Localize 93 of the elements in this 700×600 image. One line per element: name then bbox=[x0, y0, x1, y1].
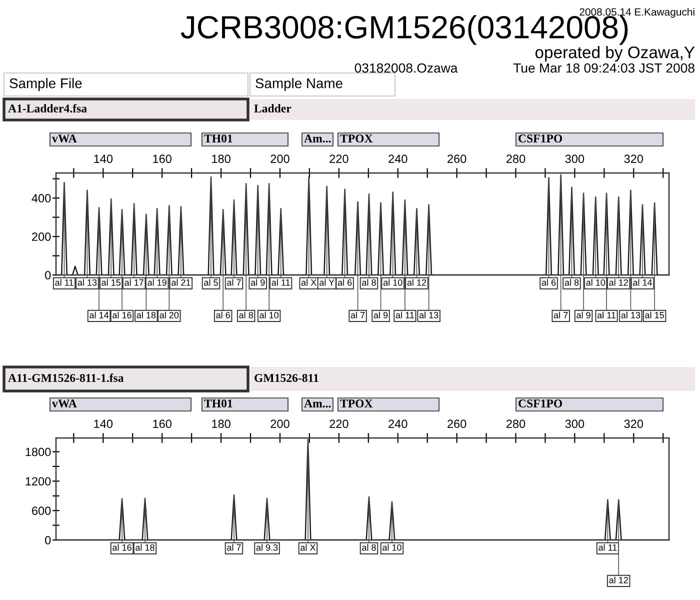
y-tick-label: 1200 bbox=[26, 477, 51, 486]
x-tick-label: 160 bbox=[153, 154, 172, 164]
text: TH01 bbox=[204, 399, 232, 408]
annotation: al 7 bbox=[227, 279, 241, 286]
annotation: al X bbox=[300, 544, 316, 551]
annotation: al 12 bbox=[407, 279, 426, 286]
x-tick-label: 200 bbox=[270, 154, 290, 164]
annotation: al 18 bbox=[136, 312, 156, 318]
annotation: al 11 bbox=[598, 544, 617, 551]
annotation: al 8 bbox=[362, 544, 376, 551]
text: Ladder bbox=[254, 104, 292, 112]
annotation: al 10 bbox=[383, 279, 402, 286]
text: CSF1PO bbox=[518, 134, 562, 142]
chart-title: JCRB3008:GM1526(03142008) bbox=[180, 15, 628, 45]
text: TH01 bbox=[204, 134, 232, 142]
text: vWA bbox=[52, 134, 77, 143]
text: GM1526-811 bbox=[254, 374, 318, 382]
x-tick-label: 180 bbox=[212, 154, 230, 164]
x-tick-label: 280 bbox=[506, 154, 526, 164]
x-tick-label: 260 bbox=[448, 420, 466, 428]
annotation: al 15 bbox=[645, 312, 664, 318]
annotation: al 9 bbox=[374, 312, 388, 318]
annotation: al Y bbox=[320, 279, 334, 286]
text: vWA bbox=[52, 400, 77, 408]
annotation: al 19 bbox=[148, 279, 166, 286]
annotation: al 12 bbox=[609, 576, 628, 584]
annotation: al 5 bbox=[204, 279, 218, 286]
annotation: al 9 bbox=[576, 312, 590, 318]
annotation: al 10 bbox=[382, 544, 402, 551]
annotation: al 14 bbox=[633, 279, 652, 286]
annotation: al 13 bbox=[621, 312, 640, 318]
annotation: al 12 bbox=[609, 279, 628, 286]
text: Sample Name bbox=[256, 78, 342, 91]
annotation: al 14 bbox=[90, 312, 109, 318]
x-tick-label: 300 bbox=[565, 420, 584, 428]
annotation: al 7 bbox=[554, 312, 568, 318]
y-tick-label: 0 bbox=[45, 536, 51, 544]
annotation: al 10 bbox=[260, 312, 279, 318]
annotation: al 7 bbox=[227, 544, 241, 551]
x-tick-label: 320 bbox=[624, 154, 644, 164]
annotation: al 11 bbox=[272, 279, 290, 286]
y-tick-label: 1800 bbox=[26, 448, 51, 456]
y-tick-label: 600 bbox=[32, 506, 51, 515]
x-tick-label: 320 bbox=[624, 420, 644, 428]
text: operated by Ozawa,Y bbox=[535, 46, 695, 62]
text: Sample File bbox=[10, 78, 82, 91]
text: Tue Mar 18 09:24:03 JST 2008 bbox=[513, 63, 694, 73]
annotation: al 11 bbox=[396, 312, 414, 318]
annotation: al 9 bbox=[250, 279, 265, 286]
x-tick-label: 180 bbox=[212, 420, 230, 428]
x-tick-label: 160 bbox=[153, 420, 172, 428]
annotation: al 6 bbox=[542, 279, 556, 286]
annotation: al 9.3 bbox=[256, 544, 278, 551]
x-tick-label: 240 bbox=[388, 420, 408, 428]
x-tick-label: 140 bbox=[94, 420, 113, 428]
text: A11-GM1526-811-1.fsa bbox=[8, 374, 124, 382]
annotation: al 13 bbox=[419, 312, 438, 318]
annotation: al 15 bbox=[102, 279, 121, 286]
x-tick-label: 140 bbox=[94, 154, 113, 164]
annotation: al 7 bbox=[350, 312, 365, 318]
annotation: al X bbox=[301, 279, 316, 286]
text: Am... bbox=[304, 400, 331, 408]
annotation: al 18 bbox=[136, 544, 154, 551]
annotation: al 6 bbox=[338, 279, 352, 286]
annotation: al 13 bbox=[78, 279, 97, 286]
annotation: al 10 bbox=[586, 279, 606, 286]
annotation: al 8 bbox=[362, 279, 376, 286]
annotation: al 8 bbox=[564, 279, 579, 286]
x-tick-label: 200 bbox=[270, 420, 290, 428]
text: Am... bbox=[304, 134, 331, 143]
y-tick-label: 400 bbox=[32, 194, 51, 202]
annotation: al 17 bbox=[124, 279, 144, 286]
annotation: al 20 bbox=[160, 312, 179, 318]
x-tick-label: 280 bbox=[506, 420, 526, 428]
text: TPOX bbox=[340, 134, 373, 142]
y-tick-label: 0 bbox=[45, 271, 51, 280]
text: A1-Ladder4.fsa bbox=[8, 104, 87, 113]
annotation: al 16 bbox=[112, 544, 132, 551]
text: 03182008.Ozawa bbox=[354, 63, 458, 73]
annotation: al 8 bbox=[239, 312, 253, 318]
x-tick-label: 260 bbox=[448, 154, 466, 164]
y-tick-label: 200 bbox=[32, 232, 51, 241]
x-tick-label: 220 bbox=[330, 420, 348, 428]
x-tick-label: 240 bbox=[388, 154, 408, 164]
annotation: al 21 bbox=[172, 279, 190, 286]
annotation: al 11 bbox=[55, 279, 74, 286]
text: CSF1PO bbox=[518, 400, 562, 408]
annotation: al 16 bbox=[112, 312, 132, 318]
annotation: al 11 bbox=[597, 312, 616, 318]
x-tick-label: 220 bbox=[330, 154, 348, 164]
x-tick-label: 300 bbox=[565, 154, 584, 164]
annotation: al 6 bbox=[216, 312, 230, 318]
text: TPOX bbox=[340, 400, 373, 408]
